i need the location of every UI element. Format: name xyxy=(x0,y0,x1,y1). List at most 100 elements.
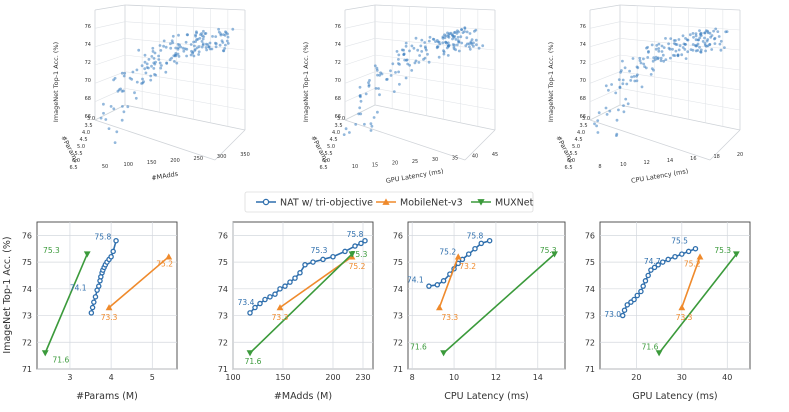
data-point-nat xyxy=(651,264,658,271)
scatter3d-point xyxy=(402,52,406,56)
legend: NAT w/ tri-objective MobileNet-v3 MUXNet xyxy=(244,191,534,213)
data-point-nat xyxy=(257,300,263,307)
scatter3d-grid-line xyxy=(589,21,621,29)
scatter3d-point xyxy=(615,134,618,138)
scatter3d-point xyxy=(120,118,124,122)
data-point-nat xyxy=(310,259,316,265)
scatter3d-point xyxy=(162,39,166,43)
scatter3d-point xyxy=(691,32,695,35)
scatter3d-grid-line xyxy=(589,54,621,66)
scatter3d-point xyxy=(145,62,149,66)
scatter3d-point xyxy=(662,59,666,63)
scatter3d-xlabel: CPU Latency (ms) xyxy=(630,167,688,185)
scatter3d-point xyxy=(446,35,450,38)
scatter3d-point xyxy=(208,41,212,45)
scatter3d-point xyxy=(419,44,423,48)
scatter3d-point xyxy=(624,97,628,101)
scatter3d-point xyxy=(150,64,153,68)
scatter3d-point xyxy=(457,49,461,53)
data-point-mbv3 xyxy=(436,304,443,311)
scatter3d-point xyxy=(668,47,672,51)
scatter3d-point xyxy=(397,53,401,57)
scatter3d-point xyxy=(184,40,188,44)
scatter3d-point xyxy=(710,48,714,51)
scatter3d-point xyxy=(449,31,453,35)
scatter3d-point xyxy=(417,61,421,64)
scatter3d-point xyxy=(369,122,373,126)
scatter3d-ytick: 6.0 xyxy=(322,158,330,164)
scatter3d-point xyxy=(157,58,161,61)
scatter3d-point xyxy=(459,35,463,39)
scatter3d-point xyxy=(195,46,199,50)
data-label: 74.7 xyxy=(644,257,661,266)
series-line-mux xyxy=(443,253,556,354)
pareto-chart-3: 71 72 73 74 75 76 8 10 12 14 CPU Latency (ms) 75.8 7… xyxy=(393,221,566,402)
scatter3d-point xyxy=(202,29,205,33)
scatter3d-point xyxy=(120,89,124,93)
scatter3d-xtick: 16 xyxy=(690,156,696,162)
x-tick-label: 150 xyxy=(275,373,290,382)
scatter3d-point xyxy=(659,56,663,60)
scatter3d-xtick: 10 xyxy=(352,164,358,170)
data-label: 75.3 xyxy=(540,246,557,255)
scatter3d-grid-line xyxy=(344,71,376,84)
x-axis-label: GPU Latency (ms) xyxy=(632,391,717,402)
scatter3d-point xyxy=(394,71,397,74)
plot-area xyxy=(232,221,374,370)
scatter3d-point xyxy=(224,43,227,47)
data-point-nat xyxy=(320,256,326,263)
data-point-nat xyxy=(262,296,268,303)
scatter3d-xtick: 250 xyxy=(194,156,204,162)
data-point-nat xyxy=(302,262,308,268)
data-label: 75.2 xyxy=(156,259,173,268)
scatter3d-point xyxy=(699,32,702,35)
scatter3d-point xyxy=(358,85,362,89)
y-tick-label: 75 xyxy=(22,258,32,267)
scatter3d-point xyxy=(464,44,468,48)
x-tick-label: 12 xyxy=(491,373,501,382)
y-tick-label: 73 xyxy=(393,312,403,321)
data-point-nat xyxy=(358,240,364,247)
scatter3d-point xyxy=(453,30,457,34)
scatter3d-point xyxy=(398,63,401,66)
scatter3d-box-edge xyxy=(124,104,246,131)
scatter3d-zlabel: ImageNet Top-1 Acc. (%) xyxy=(547,42,555,122)
scatter3d-point xyxy=(375,68,379,72)
scatter3d-point xyxy=(195,38,199,41)
scatter3d-point xyxy=(698,45,701,49)
scatter3d-ytick: 4.5 xyxy=(575,137,583,143)
data-label: 73.3 xyxy=(101,313,118,322)
scatter3d-point xyxy=(137,48,141,52)
scatter3d-point xyxy=(481,44,485,48)
scatter3d-point xyxy=(604,106,608,110)
scatter3d-box-edge xyxy=(344,119,466,161)
scatter3d-point xyxy=(608,109,612,113)
series-line-mbv3 xyxy=(438,256,459,308)
data-point-nat xyxy=(672,253,678,260)
scatter3d-point xyxy=(397,58,400,61)
y-tick-label: 71 xyxy=(22,365,32,374)
data-point-nat xyxy=(640,283,646,289)
data-point-mbv3 xyxy=(276,304,284,311)
scatter3d-point xyxy=(117,88,121,92)
scatter3d-ytick: 6.5 xyxy=(320,165,328,171)
y-tick-label: 74 xyxy=(22,285,32,294)
y-tick-label: 73 xyxy=(218,312,228,321)
scatter3d-point xyxy=(152,67,156,70)
scatter3d-point xyxy=(619,70,622,74)
scatter3d-point xyxy=(177,46,180,49)
scatter3d-point xyxy=(638,59,642,62)
scatter3d-point xyxy=(201,42,205,46)
data-label: 75.8 xyxy=(467,231,484,240)
data-point-nat xyxy=(297,270,303,276)
scatter3d-point xyxy=(719,39,723,43)
scatter3d-point xyxy=(593,122,596,126)
scatter3d-point xyxy=(189,43,193,46)
scatter3d-point xyxy=(204,32,208,35)
scatter3d-point xyxy=(151,46,155,50)
pareto-charts-row: ImageNet Top-1 Acc. (%) 71 72 73 74 75 76 3 4 5 #P… xyxy=(2,221,751,402)
y-tick-label: 72 xyxy=(218,338,228,347)
scatter3d-point xyxy=(701,40,705,43)
scatter3d-point xyxy=(377,87,380,90)
scatter3d-point xyxy=(185,54,189,58)
